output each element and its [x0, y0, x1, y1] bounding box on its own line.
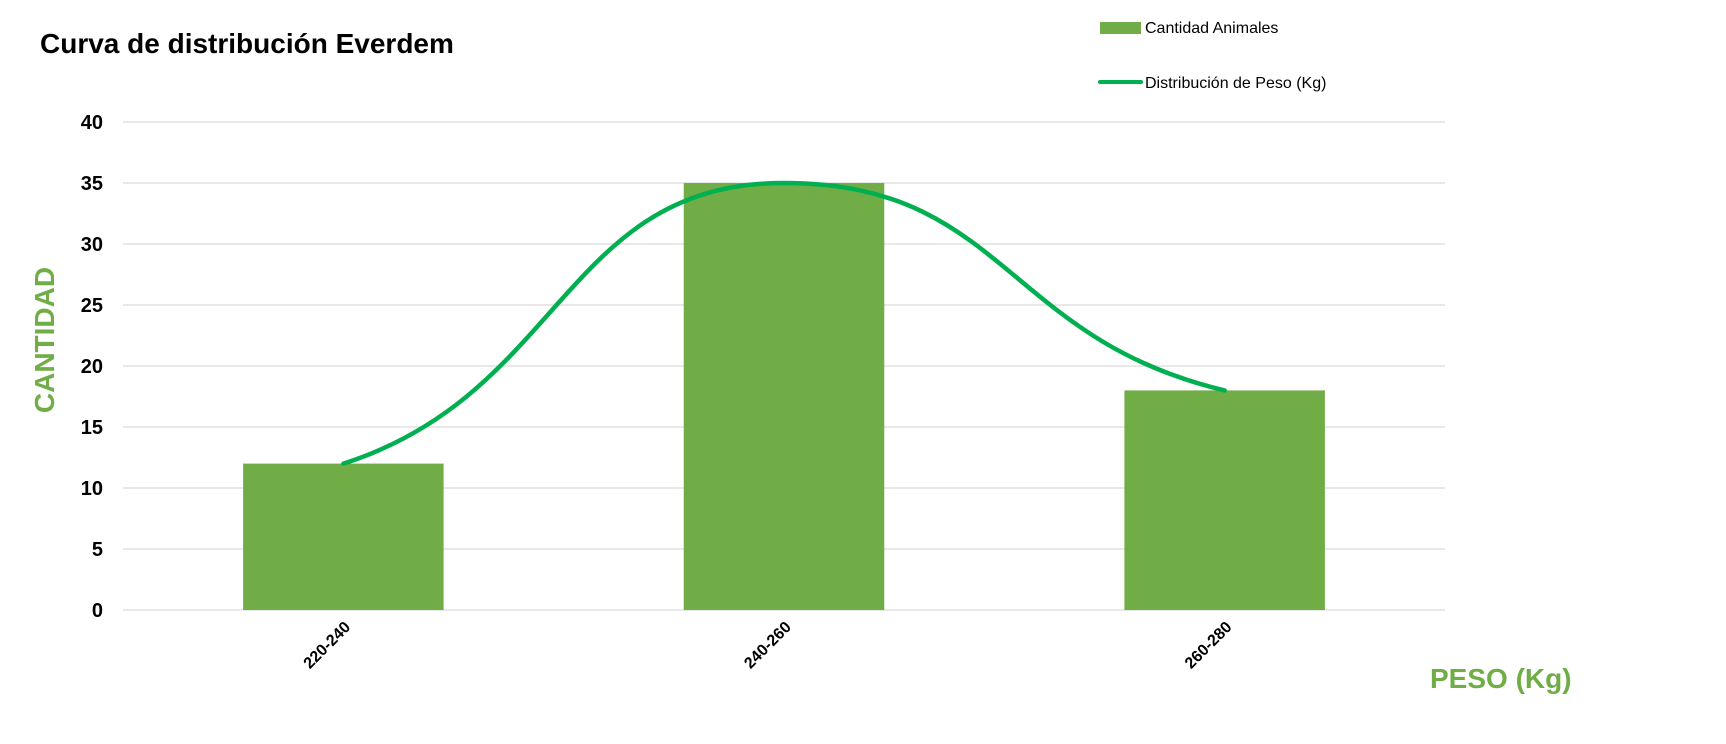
distribution-line: [341, 180, 1227, 466]
bar-260-280: [1124, 390, 1325, 610]
legend-line-label: Distribución de Peso (Kg): [1145, 75, 1326, 92]
distribution-curve: [341, 180, 1227, 466]
y-tick-label-35: 35: [81, 173, 103, 195]
bars: [243, 183, 1325, 610]
x-category-label-240-260: 240-260: [741, 619, 795, 673]
legend-bar-swatch: [1100, 22, 1141, 34]
bar-240-260: [683, 183, 885, 610]
y-tick-label-10: 10: [81, 478, 103, 500]
x-category-label-260-280: 260-280: [1182, 619, 1236, 673]
y-tick-label-20: 20: [81, 356, 103, 378]
y-tick-label-30: 30: [81, 234, 103, 256]
y-tick-label-25: 25: [81, 295, 103, 317]
legend: Cantidad Animales Distribución de Peso (…: [1098, 20, 1326, 92]
x-axis-categories: 220-240 240-260 260-280: [301, 619, 1236, 673]
bar-220-240: [243, 463, 444, 610]
legend-bar-label: Cantidad Animales: [1145, 20, 1278, 37]
y-axis-title: CANTIDAD: [29, 267, 60, 413]
x-category-label-220-240: 220-240: [301, 619, 355, 673]
y-tick-label-0: 0: [92, 600, 103, 622]
chart-title: Curva de distribución Everdem: [40, 28, 454, 59]
y-tick-label-15: 15: [81, 417, 103, 439]
y-tick-label-5: 5: [92, 539, 103, 561]
x-axis-title: PESO (Kg): [1430, 663, 1572, 694]
y-axis-ticks: 0 5 10 15 20 25 30 35 40: [81, 112, 103, 622]
y-tick-label-40: 40: [81, 112, 103, 134]
